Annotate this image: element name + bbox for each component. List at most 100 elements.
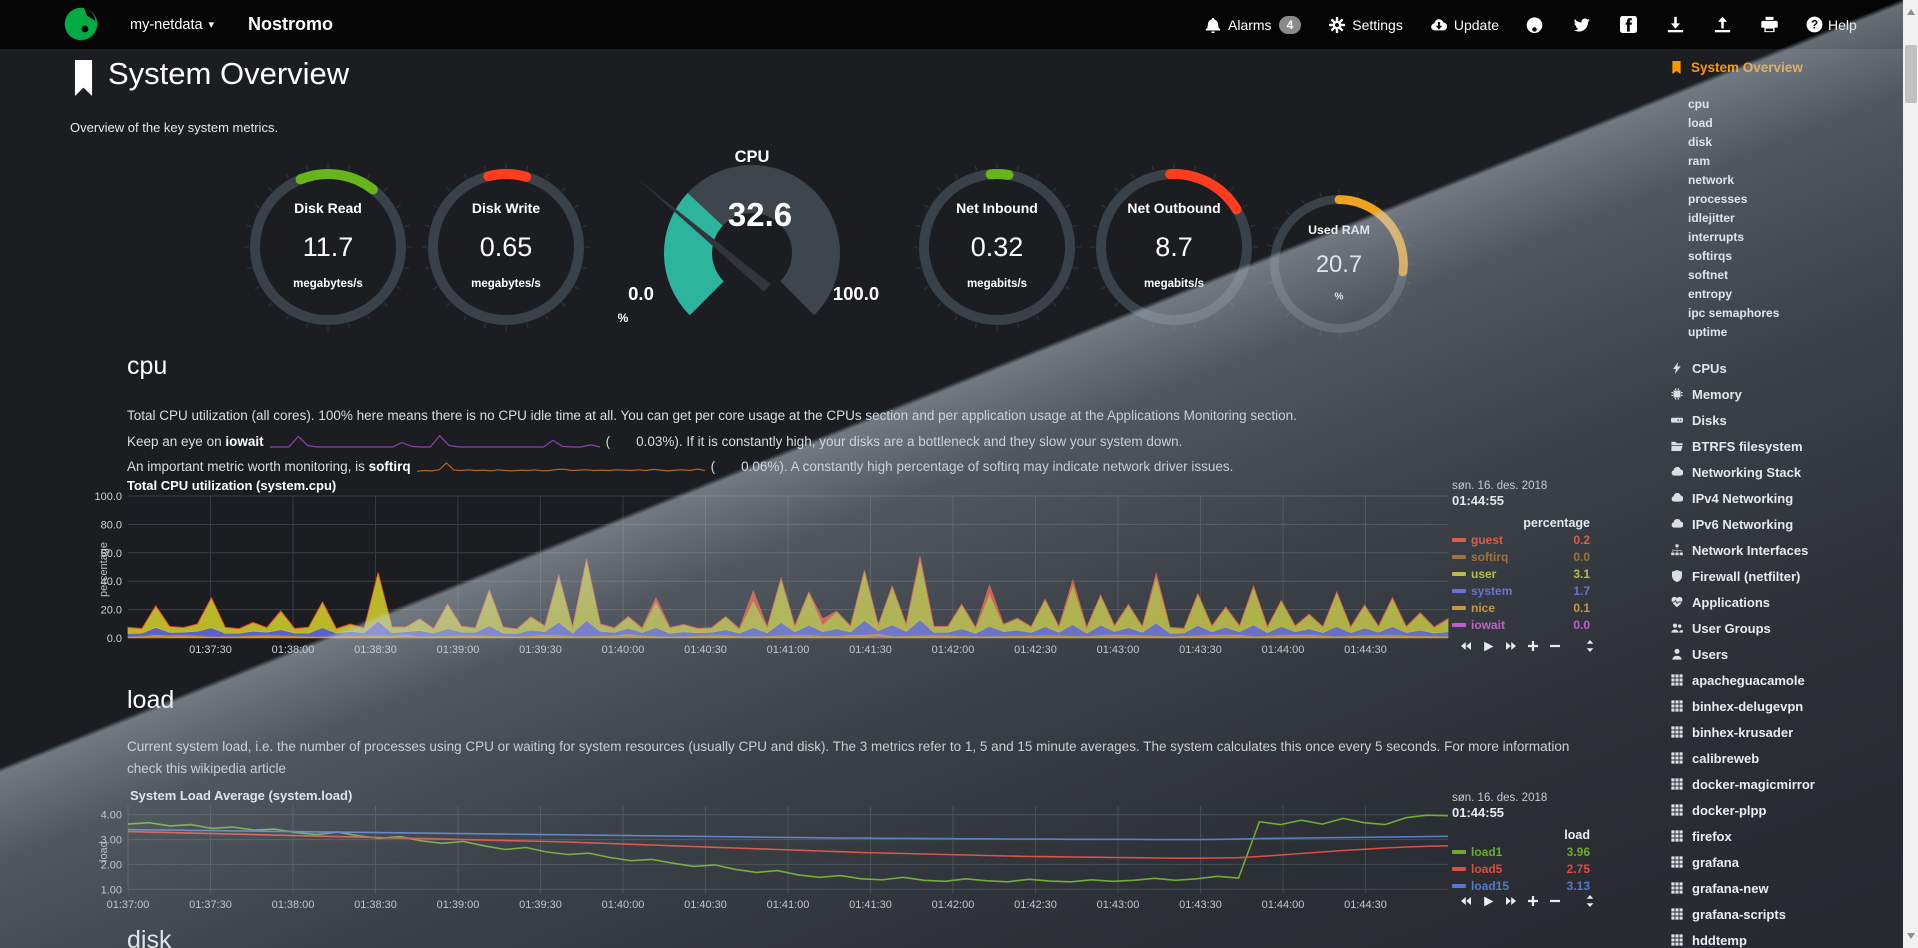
grid-icon	[1670, 856, 1684, 868]
sidebar-item-btrfs-filesystem[interactable]: BTRFS filesystem	[1670, 433, 1898, 459]
forward-icon[interactable]	[1505, 641, 1517, 651]
scroll-down-arrow[interactable]	[1906, 933, 1915, 939]
sidebar-item-idlejitter[interactable]: idlejitter	[1688, 211, 1735, 225]
gauge-disk-read[interactable]: Disk Read 11.7 megabytes/s	[243, 162, 413, 332]
help-button[interactable]: ? Help	[1806, 0, 1857, 49]
sidebar-item-ipv6-networking[interactable]: IPv6 Networking	[1670, 511, 1898, 537]
navbar-item-update[interactable]: Update	[1431, 17, 1499, 33]
legend-item-load1[interactable]: load1 3.96	[1452, 845, 1590, 859]
gauge-net-outbound[interactable]: Net Outbound 8.7 megabits/s	[1089, 162, 1259, 332]
netdata-logo[interactable]	[64, 7, 98, 41]
sidebar-item-system-overview[interactable]: System Overview	[1670, 60, 1898, 75]
sidebar-item-label: User Groups	[1692, 620, 1771, 636]
backward-icon[interactable]	[1460, 896, 1472, 906]
upload-icon[interactable]	[1714, 16, 1731, 33]
legend-item-load5[interactable]: load5 2.75	[1452, 862, 1590, 876]
navbar-icon-buttons	[1526, 0, 1778, 49]
sidebar-item-processes[interactable]: processes	[1688, 192, 1748, 206]
sidebar-item-apacheguacamole[interactable]: apacheguacamole	[1670, 667, 1898, 693]
legend-item-load15[interactable]: load15 3.13	[1452, 879, 1590, 893]
sidebar-item-cpus[interactable]: CPUs	[1670, 355, 1898, 381]
sidebar-item-binhex-krusader[interactable]: binhex-krusader	[1670, 719, 1898, 745]
chart-system-load[interactable]: 1.00 2.00 3.00 4.00 01:37:00 01:37:30 01:38:00…	[88, 786, 1604, 931]
sidebar-item-cpu[interactable]: cpu	[1688, 97, 1710, 111]
gauge-used-ram[interactable]: Used RAM 20.7%	[1264, 189, 1414, 339]
gauge-cpu[interactable]: CPU 32.6 0.0 100.0%	[607, 142, 897, 337]
sidebar-item-label: IPv4 Networking	[1692, 490, 1794, 506]
sidebar-item-users[interactable]: Users	[1670, 641, 1898, 667]
sidebar-item-softnet[interactable]: softnet	[1688, 268, 1728, 282]
chart-system-cpu[interactable]: 0.0 20.0 40.0 60.0 80.0 100.0 01:37:30 01:38:00…	[88, 478, 1604, 666]
sidebar-item-ipc-semaphores[interactable]: ipc semaphores	[1688, 306, 1780, 320]
sidebar-item-hddtemp[interactable]: hddtemp	[1670, 927, 1898, 948]
gauge-disk-write[interactable]: Disk Write 0.65 megabytes/s	[421, 162, 591, 332]
sidebar-item-label: hddtemp	[1692, 932, 1747, 948]
svg-text:01:39:30: 01:39:30	[519, 899, 562, 911]
legend-item-system[interactable]: system 1.7	[1452, 584, 1590, 598]
sidebar-item-label: Disks	[1692, 412, 1727, 428]
sidebar-item-softirqs[interactable]: softirqs	[1688, 249, 1733, 263]
legend-item-nice[interactable]: nice 0.1	[1452, 601, 1590, 615]
sidebar-item-label: Firewall (netfilter)	[1692, 568, 1801, 584]
sidebar-item-applications[interactable]: Applications	[1670, 589, 1898, 615]
minus-icon[interactable]	[1549, 895, 1561, 907]
sidebar-item-interrupts[interactable]: interrupts	[1688, 230, 1745, 244]
sidebar-item-disk[interactable]: disk	[1688, 135, 1713, 149]
sidebar-item-network-interfaces[interactable]: Network Interfaces	[1670, 537, 1898, 563]
play-icon[interactable]	[1482, 641, 1495, 652]
print-icon[interactable]	[1761, 16, 1778, 33]
legend-item-guest[interactable]: guest 0.2	[1452, 533, 1590, 547]
download-icon[interactable]	[1667, 16, 1684, 33]
sidebar-item-user-groups[interactable]: User Groups	[1670, 615, 1898, 641]
github-icon[interactable]	[1526, 16, 1543, 33]
sidebar-item-ram[interactable]: ram	[1688, 154, 1711, 168]
legend-item-softirq[interactable]: softirq 0.0	[1452, 550, 1590, 564]
sidebar-item-label: docker-plpp	[1692, 802, 1767, 818]
gauge-net-inbound[interactable]: Net Inbound 0.32 megabits/s	[912, 162, 1082, 332]
scrollbar-thumb[interactable]	[1904, 45, 1917, 103]
sidebar-item-firewall-netfilter-[interactable]: Firewall (netfilter)	[1670, 563, 1898, 589]
sidebar-item-ipv4-networking[interactable]: IPv4 Networking	[1670, 485, 1898, 511]
svg-text:20.0: 20.0	[101, 605, 122, 617]
plus-icon[interactable]	[1527, 895, 1539, 907]
sidebar-item-entropy[interactable]: entropy	[1688, 287, 1733, 301]
sidebar-item-load[interactable]: load	[1688, 116, 1713, 130]
sidebar-item-grafana-new[interactable]: grafana-new	[1670, 875, 1898, 901]
backward-icon[interactable]	[1460, 641, 1472, 651]
sidebar-item-grafana-scripts[interactable]: grafana-scripts	[1670, 901, 1898, 927]
my-netdata-dropdown[interactable]: my-netdata ▾	[130, 0, 214, 49]
plus-icon[interactable]	[1527, 640, 1539, 652]
sidebar-item-docker-magicmirror[interactable]: docker-magicmirror	[1670, 771, 1898, 797]
sidebar-item-binhex-delugevpn[interactable]: binhex-delugevpn	[1670, 693, 1898, 719]
scroll-up-arrow[interactable]	[1906, 9, 1915, 15]
brand-label: my-netdata	[130, 16, 203, 33]
sidebar-item-networking-stack[interactable]: Networking Stack	[1670, 459, 1898, 485]
legend-item-iowait[interactable]: iowait 0.0	[1452, 618, 1590, 632]
resize-handle-icon[interactable]	[1584, 895, 1596, 907]
svg-text:01:44:30: 01:44:30	[1344, 644, 1387, 656]
facebook-icon[interactable]	[1620, 16, 1637, 33]
sidebar-item-grafana[interactable]: grafana	[1670, 849, 1898, 875]
forward-icon[interactable]	[1505, 896, 1517, 906]
navbar-item-alarms[interactable]: Alarms 4	[1205, 15, 1302, 34]
grid-icon	[1670, 804, 1684, 816]
twitter-icon[interactable]	[1573, 16, 1590, 33]
sidebar-item-docker-plpp[interactable]: docker-plpp	[1670, 797, 1898, 823]
page-scrollbar[interactable]	[1903, 0, 1918, 948]
legend-swatch	[1452, 572, 1466, 576]
svg-text:01:42:00: 01:42:00	[932, 644, 975, 656]
resize-handle-icon[interactable]	[1584, 640, 1596, 652]
play-icon[interactable]	[1482, 896, 1495, 907]
sidebar-item-calibreweb[interactable]: calibreweb	[1670, 745, 1898, 771]
softirq-sparkline	[416, 458, 705, 474]
sidebar-item-firefox[interactable]: firefox	[1670, 823, 1898, 849]
sidebar-item-disks[interactable]: Disks	[1670, 407, 1898, 433]
sidebar-item-memory[interactable]: Memory	[1670, 381, 1898, 407]
sidebar-item-label: Applications	[1692, 594, 1771, 610]
sidebar-item-uptime[interactable]: uptime	[1688, 325, 1728, 339]
minus-icon[interactable]	[1549, 640, 1561, 652]
legend-item-user[interactable]: user 3.1	[1452, 567, 1590, 581]
page-subtitle: Overview of the key system metrics.	[70, 120, 279, 135]
navbar-item-settings[interactable]: Settings	[1329, 16, 1403, 33]
sidebar-item-network[interactable]: network	[1688, 173, 1735, 187]
